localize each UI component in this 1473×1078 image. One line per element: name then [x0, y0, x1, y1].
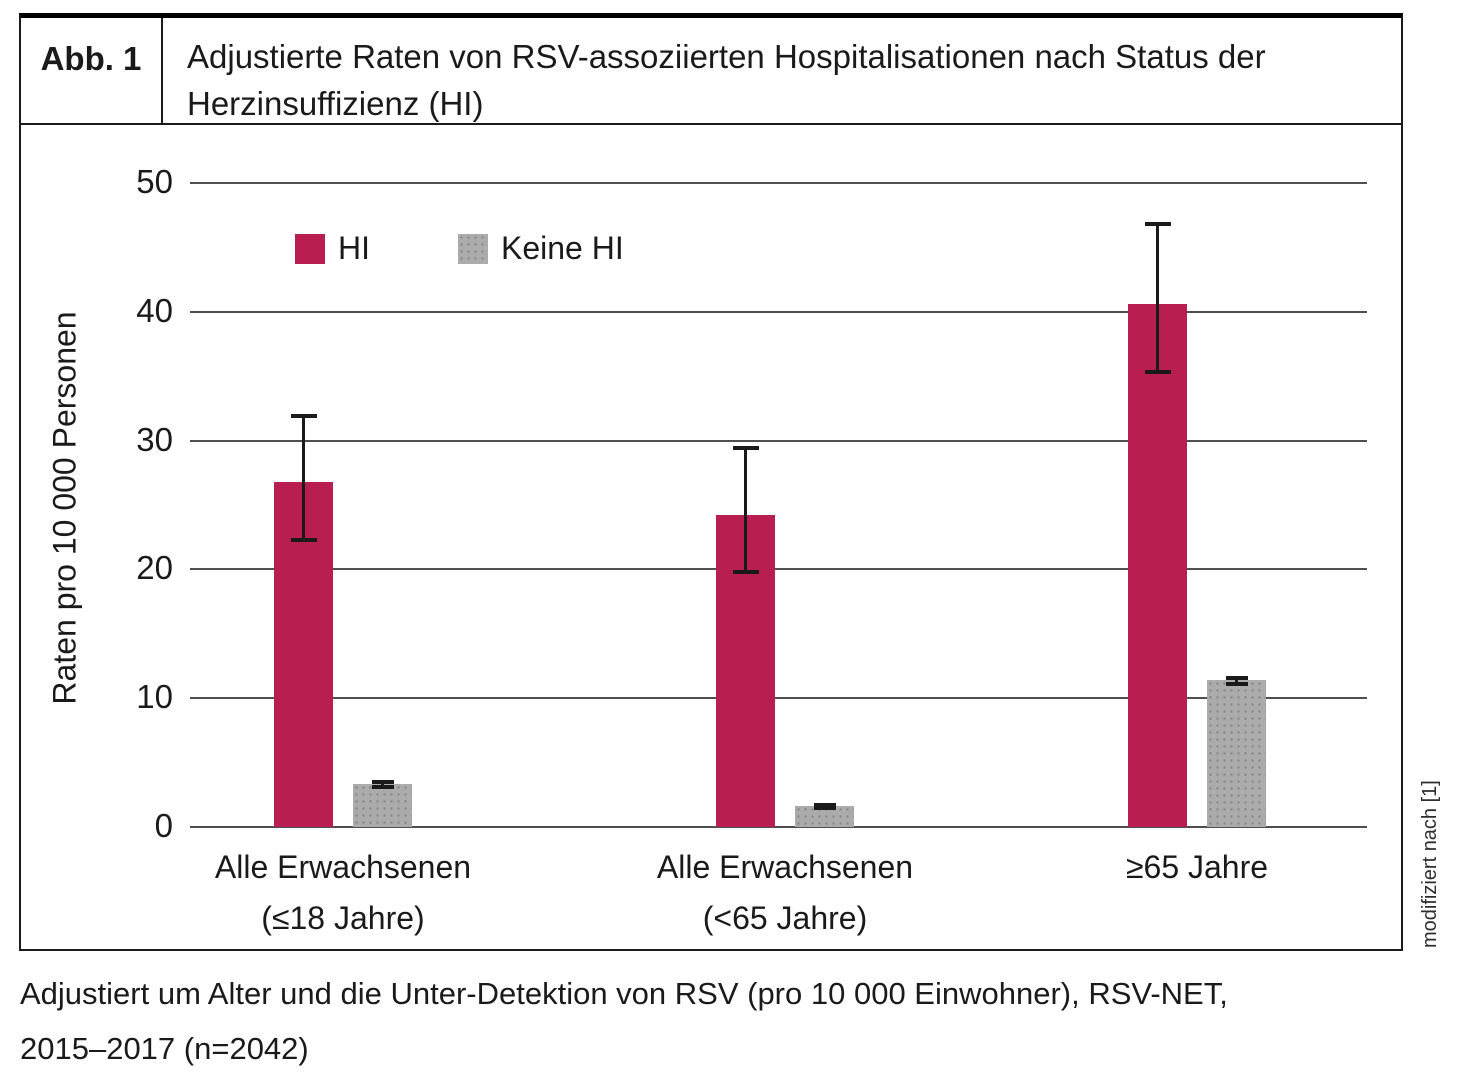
legend-item-hi: HI [295, 230, 370, 267]
gridline-0 [190, 826, 1367, 828]
x-axis-label-group3-line1: ≥65 Jahre [1125, 849, 1269, 885]
figure-label-text: Abb. 1 [40, 40, 142, 77]
errorbar-keine-hi-group3-cap-bottom [1225, 682, 1248, 687]
x-axis-label-group1-line1: Alle Erwachsenen [214, 849, 472, 885]
legend-label-keine-hi: Keine HI [501, 230, 624, 266]
caption-line2: 2015–2017 (n=2042) [20, 1031, 309, 1067]
gridline-50 [190, 182, 1367, 184]
legend-swatch-hi-icon [295, 233, 325, 264]
errorbar-keine-hi-group2-cap-bottom [813, 805, 836, 810]
bar-keine-hi-group1 [353, 784, 412, 827]
errorbar-hi-group1-cap-bottom [290, 537, 317, 542]
x-axis-label-group3: ≥65 Jahre [1126, 842, 1268, 893]
caption-line1: Adjustiert um Alter und die Unter-Detekt… [20, 976, 1228, 1011]
bar-keine-hi-group2 [795, 806, 854, 827]
y-tick-label-20: 20 [136, 549, 173, 587]
legend: HI Keine HI [295, 230, 624, 267]
legend-label-hi: HI [338, 230, 370, 266]
errorbar-keine-hi-group1-line [381, 781, 384, 788]
gridline-10 [190, 697, 1367, 700]
errorbar-keine-hi-group1-cap-top [371, 779, 394, 784]
legend-swatch-keine-hi-icon [458, 233, 488, 264]
x-axis-label-group1: Alle Erwachsenen (≤18 Jahre) [215, 842, 471, 944]
errorbar-hi-group1-line [302, 416, 305, 540]
figure-header: Abb. 1 Adjustierte Raten von RSV-assozii… [21, 18, 1401, 125]
figure-box: Abb. 1 Adjustierte Raten von RSV-assozii… [19, 13, 1403, 951]
x-axis-label-group1-line2: (≤18 Jahre) [261, 900, 425, 937]
gridline-40 [190, 310, 1367, 313]
errorbar-hi-group3-cap-bottom [1144, 370, 1171, 375]
source-note: modifiziert nach [1] [1419, 780, 1441, 948]
bar-keine-hi-group3 [1207, 680, 1266, 827]
caption: Adjustiert um Alter und die Unter-Detekt… [20, 966, 1228, 1076]
figure-title-line2: Herzinsuffizienz (HI) [187, 84, 484, 122]
y-tick-label-0: 0 [154, 807, 173, 845]
errorbar-hi-group3-cap-top [1144, 222, 1171, 227]
x-axis-label-group2-line2: (<65 Jahre) [702, 900, 868, 937]
errorbar-keine-hi-group3-line [1235, 677, 1238, 685]
errorbar-hi-group2-line [744, 448, 747, 572]
errorbar-keine-hi-group1-cap-bottom [371, 785, 394, 790]
x-axis-label-group2: Alle Erwachsenen (<65 Jahre) [657, 842, 913, 944]
errorbar-hi-group3-line [1156, 224, 1159, 373]
y-tick-label-10: 10 [136, 678, 173, 716]
y-tick-label-40: 40 [136, 292, 173, 330]
x-axis-label-group2-line1: Alle Erwachsenen [656, 849, 914, 885]
errorbar-hi-group2-cap-top [732, 446, 759, 451]
figure-title-line1: Adjustierte Raten von RSV-assoziierten H… [187, 38, 1266, 75]
errorbar-keine-hi-group3-cap-top [1225, 675, 1248, 680]
gridline-20 [190, 568, 1367, 571]
errorbar-keine-hi-group2-cap-top [813, 803, 836, 808]
figure-title: Adjustierte Raten von RSV-assoziierten H… [163, 18, 1401, 123]
y-tick-label-30: 30 [136, 420, 173, 458]
figure-label: Abb. 1 [21, 18, 163, 123]
errorbar-hi-group1-cap-top [290, 414, 317, 419]
errorbar-hi-group2-cap-bottom [732, 569, 759, 574]
legend-item-keine-hi: Keine HI [458, 230, 624, 267]
y-axis-title: Raten pro 10 000 Personen [46, 311, 83, 705]
gridline-30 [190, 439, 1367, 442]
y-tick-label-50: 50 [136, 163, 173, 201]
bar-hi-group3 [1128, 304, 1187, 827]
